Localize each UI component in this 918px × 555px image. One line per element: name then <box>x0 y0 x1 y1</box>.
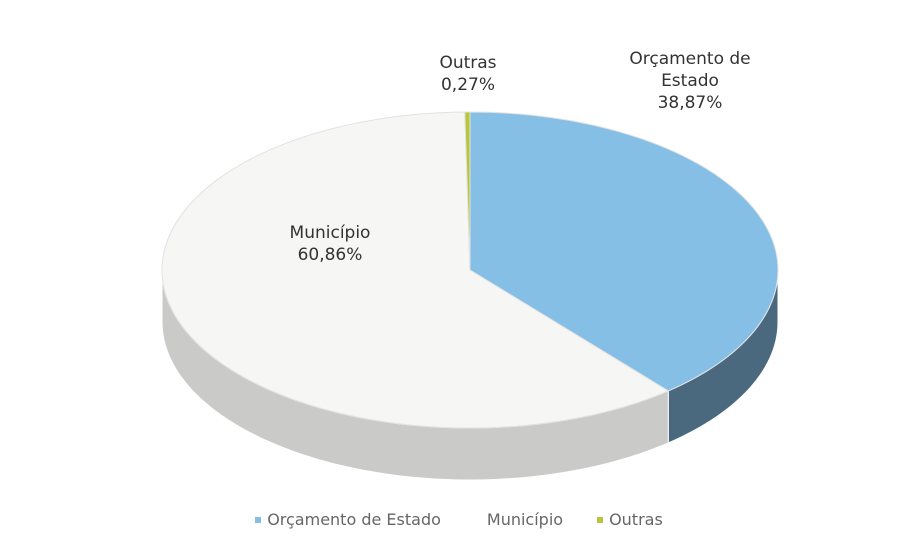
label-name: Outras <box>439 53 497 73</box>
slice <box>469 111 779 392</box>
legend-label: Outras <box>609 510 663 529</box>
data-label: Município 60,86% <box>270 222 390 266</box>
label-name: Orçamento de Estado <box>629 49 751 91</box>
legend-swatch <box>475 517 481 523</box>
legend-item: Outras <box>597 510 663 529</box>
label-value: 60,86% <box>297 245 363 265</box>
data-label: Outras 0,27% <box>428 52 508 96</box>
slice <box>464 111 471 271</box>
legend-label: Orçamento de Estado <box>267 510 441 529</box>
label-name: Município <box>289 223 371 243</box>
label-value: 38,87% <box>657 93 723 113</box>
slice <box>161 111 670 429</box>
legend-label: Município <box>486 510 564 529</box>
label-value: 0,27% <box>440 75 495 95</box>
legend-item: Orçamento de Estado <box>255 510 441 529</box>
data-label: Orçamento de Estado 38,87% <box>615 48 765 114</box>
legend-swatch <box>255 516 262 523</box>
legend-item: Município <box>475 510 563 529</box>
legend: Orçamento de Estado Município Outras <box>0 510 918 529</box>
legend-swatch <box>597 516 604 523</box>
